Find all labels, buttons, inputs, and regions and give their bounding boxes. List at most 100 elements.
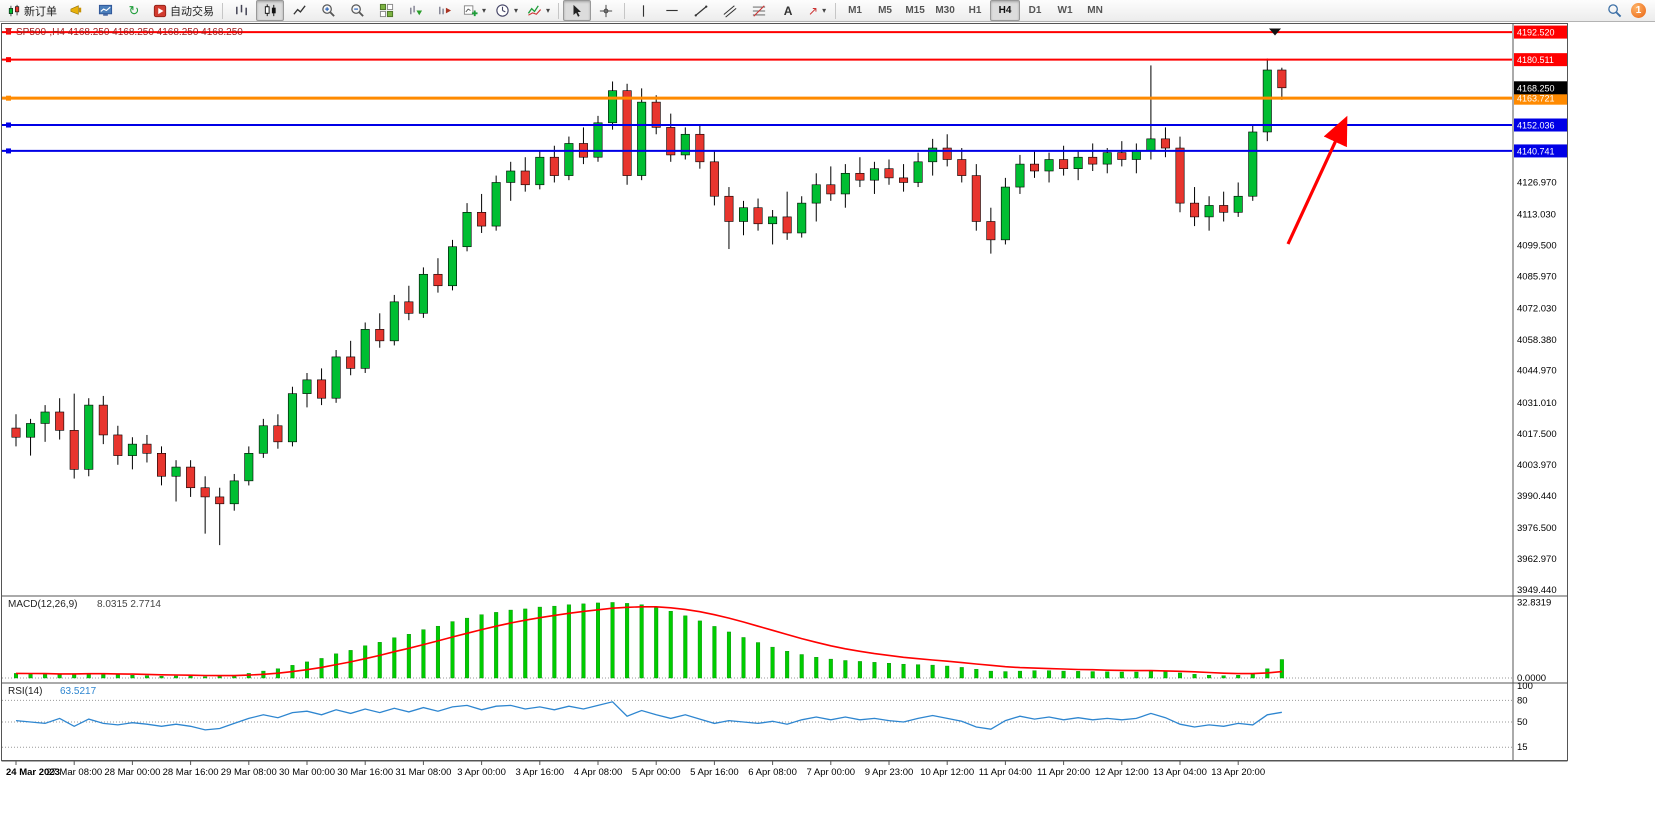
- line-handle[interactable]: [6, 148, 11, 154]
- price-axis-label: 3976.500: [1517, 523, 1557, 534]
- macd-bar: [494, 612, 499, 679]
- time-axis-label: 24 Mar 2023: [6, 767, 60, 778]
- time-axis-label: 13 Apr 04:00: [1153, 767, 1207, 778]
- macd-axis-label: 0.0000: [1517, 673, 1546, 684]
- macd-bar: [857, 661, 862, 679]
- price-tag[interactable]: 4152.036: [1514, 118, 1567, 132]
- chart-shift-button[interactable]: [430, 0, 458, 21]
- alerts-button[interactable]: [62, 0, 90, 21]
- macd-bar: [188, 675, 193, 679]
- macd-bar: [479, 614, 484, 679]
- chart-window-border: [1, 23, 1568, 761]
- megaphone-icon: [70, 5, 81, 15]
- macd-bar: [552, 605, 557, 679]
- price-axis-label: 4113.030: [1517, 210, 1556, 221]
- text-tool-button[interactable]: A: [774, 0, 802, 21]
- tf-button-mn[interactable]: MN: [1087, 5, 1103, 16]
- search-button[interactable]: [1600, 0, 1628, 21]
- periods-button[interactable]: ▾: [491, 0, 522, 21]
- tf-button-d1[interactable]: D1: [1028, 5, 1042, 16]
- vertical-line-button[interactable]: [629, 0, 657, 21]
- cursor-button[interactable]: [563, 0, 592, 21]
- refresh-button[interactable]: ↻: [120, 0, 148, 21]
- tf-button-m30[interactable]: M30: [935, 5, 955, 16]
- macd-bar: [625, 603, 630, 679]
- zoom-in-button[interactable]: [314, 0, 342, 21]
- price-tag[interactable]: 4180.511: [1514, 53, 1567, 67]
- tf-button-w1[interactable]: W1: [1057, 5, 1073, 16]
- line-handle[interactable]: [6, 57, 11, 63]
- macd-bar: [392, 637, 397, 679]
- candle: [1030, 163, 1040, 172]
- auto-scroll-button[interactable]: [401, 0, 429, 21]
- svg-text:4168.250: 4168.250: [1517, 83, 1555, 93]
- autotrade-button[interactable]: 自动交易: [149, 0, 218, 21]
- macd-bar: [887, 663, 892, 679]
- arrow-tools-button[interactable]: ↗ ▾: [803, 0, 831, 21]
- candle: [1248, 131, 1258, 197]
- tile-windows-button[interactable]: [372, 0, 400, 21]
- chart-shift-marker[interactable]: [1269, 28, 1281, 36]
- trendline-icon: [694, 4, 708, 17]
- macd-bar: [203, 676, 208, 679]
- zoom-out-button[interactable]: [343, 0, 371, 21]
- macd-bar: [610, 602, 615, 679]
- candle: [98, 404, 108, 436]
- rsi-axis-label: 100: [1517, 681, 1533, 692]
- line-handle[interactable]: [6, 122, 11, 128]
- candle: [40, 411, 50, 424]
- tf-button-m15[interactable]: M15: [905, 5, 925, 16]
- price-tag[interactable]: 4168.250: [1514, 81, 1567, 95]
- price-axis[interactable]: 4126.970 4113.030 4099.500 4085.970 4072.030…: [1517, 178, 1557, 754]
- candlestick-chart-button[interactable]: [256, 0, 284, 21]
- time-axis-label: 28 Mar 16:00: [163, 767, 219, 778]
- candle: [186, 466, 196, 489]
- candle: [695, 133, 705, 163]
- tf-button-h1[interactable]: H1: [968, 5, 982, 16]
- price-axis-label: 4126.970: [1517, 178, 1557, 189]
- tf-button-h4[interactable]: H4: [990, 0, 1021, 21]
- candle: [622, 90, 632, 176]
- bar-chart-button[interactable]: [227, 0, 255, 21]
- macd-bar: [654, 607, 659, 679]
- macd-bar: [741, 637, 746, 679]
- candle: [797, 202, 807, 234]
- new-chart-button[interactable]: ▾: [459, 0, 490, 21]
- price-tag[interactable]: 4140.741: [1514, 144, 1567, 158]
- tf-button-m1[interactable]: M1: [848, 5, 862, 16]
- candle: [535, 156, 545, 186]
- horizontal-line-button[interactable]: [658, 0, 686, 21]
- candle: [84, 404, 94, 470]
- symbol-marker-icon: [5, 28, 12, 34]
- candle: [1204, 205, 1214, 218]
- fibonacci-button[interactable]: [745, 0, 773, 21]
- market-watch-button[interactable]: [91, 0, 119, 21]
- line-handle[interactable]: [6, 95, 11, 101]
- macd-bar: [814, 657, 819, 679]
- candle: [477, 212, 487, 227]
- line-chart-button[interactable]: [285, 0, 313, 21]
- chart-canvas[interactable]: 4126.970 4113.030 4099.500 4085.970 4072.030…: [0, 22, 1655, 827]
- tf-button-m5[interactable]: M5: [878, 5, 892, 16]
- candle: [855, 172, 865, 181]
- dropdown-arrow: ▾: [482, 6, 487, 15]
- trendline-button[interactable]: [687, 0, 715, 21]
- crosshair-button[interactable]: [592, 0, 620, 21]
- macd-bar: [1076, 671, 1081, 679]
- trend-arrow-annotation[interactable]: [1286, 115, 1348, 245]
- indicators-button[interactable]: ▾: [523, 0, 554, 21]
- candle: [520, 170, 530, 186]
- price-tag[interactable]: 4163.721: [1514, 91, 1567, 105]
- channel-button[interactable]: [716, 0, 744, 21]
- new-order-button[interactable]: 新订单: [3, 0, 61, 21]
- macd-bar: [174, 675, 179, 679]
- macd-bar: [334, 653, 339, 679]
- price-tag[interactable]: 4192.520: [1514, 25, 1567, 39]
- candle: [1073, 156, 1083, 169]
- notification-badge[interactable]: 1: [1631, 3, 1646, 18]
- svg-text:4180.511: 4180.511: [1517, 55, 1554, 65]
- zoom-out-icon: [350, 4, 364, 17]
- macd-bar: [43, 674, 48, 679]
- macd-bar: [28, 673, 33, 679]
